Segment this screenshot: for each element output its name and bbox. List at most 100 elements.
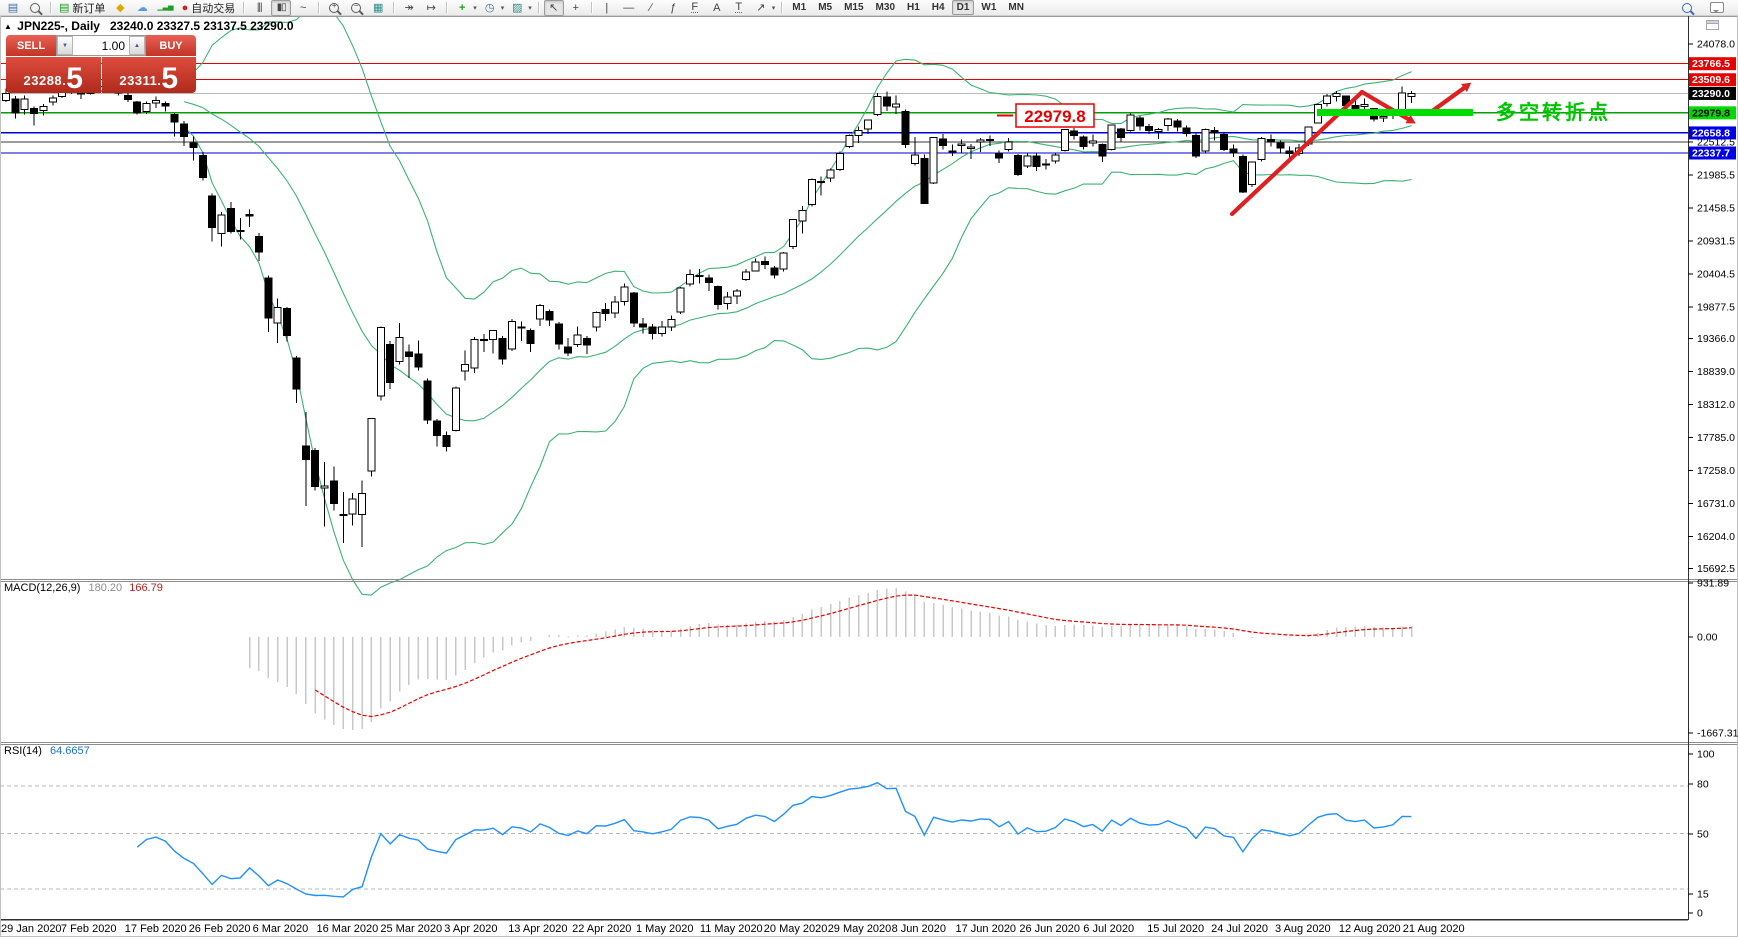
restore-window-icon[interactable]: [1706, 20, 1719, 30]
toolbar: ▤ ▤ 新订单 ◆ ☁ ▁▃▅ ● 自动交易 ||| ▮▯ ~ + − ▦ ↠ ↦ + ▾ ◷ ▾ ▨ ▾ ↖ + | — ∕ ƒ F A…: [0, 0, 1738, 16]
svg-text:29 Jan 2020: 29 Jan 2020: [1, 923, 62, 935]
svg-text:22979.8: 22979.8: [1692, 107, 1730, 119]
tile-windows-icon[interactable]: ▦: [373, 1, 384, 14]
buy-price-int: 23311.: [119, 73, 162, 88]
macd-main-value: 180.20: [88, 582, 123, 594]
cn-annotation-text: 多空转折点: [1496, 100, 1611, 124]
svg-text:18312.0: 18312.0: [1697, 399, 1735, 411]
line-chart-icon[interactable]: ~: [300, 1, 307, 14]
profiles-icon[interactable]: [25, 0, 45, 16]
indicators-dropdown[interactable]: ▾: [473, 4, 477, 12]
templates-dropdown[interactable]: ▾: [528, 4, 532, 12]
zoom-out-icon[interactable]: −: [346, 0, 366, 16]
buy-price-button[interactable]: 23311. 5: [101, 57, 196, 95]
svg-text:25 Mar 2020: 25 Mar 2020: [380, 923, 442, 935]
ohlc-values: 23240.0 23327.5 23137.5 23290.0: [110, 19, 294, 33]
svg-text:22337.7: 22337.7: [1692, 147, 1730, 159]
timeframe-mn[interactable]: MN: [1008, 2, 1024, 13]
vertical-line-icon[interactable]: |: [605, 1, 609, 14]
new-order-button[interactable]: ▤ 新订单: [59, 1, 106, 15]
trendline-icon[interactable]: ∕: [649, 1, 652, 14]
svg-text:21458.5: 21458.5: [1697, 202, 1735, 214]
volume-stepper: ▼ 1.00 ▲: [56, 35, 146, 56]
toolbar-separator: [50, 2, 51, 13]
trend-annotations: 22979.8 多空转折点: [997, 82, 1611, 217]
signals-icon[interactable]: ▁▃▅: [157, 3, 174, 11]
search-icon[interactable]: [1677, 0, 1697, 16]
price-axis[interactable]: 24078.0 22512.5 21985.5 21458.5 20931.5 20404…: [1688, 39, 1738, 920]
auto-scroll-icon[interactable]: ↠: [404, 1, 414, 14]
svg-text:15: 15: [1697, 889, 1709, 901]
fibonacci-icon[interactable]: F: [691, 1, 699, 13]
svg-text:21985.5: 21985.5: [1697, 170, 1735, 182]
timeframe-h4[interactable]: H4: [931, 2, 945, 13]
buy-button[interactable]: BUY: [146, 35, 196, 56]
timeframe-m1[interactable]: M1: [792, 2, 807, 13]
text-label-icon[interactable]: T: [735, 1, 743, 13]
new-chart-icon[interactable]: ▤: [7, 1, 19, 14]
text-icon[interactable]: A: [713, 1, 721, 14]
toolbar-separator: [590, 2, 592, 13]
svg-text:15692.5: 15692.5: [1697, 563, 1735, 575]
svg-text:20 May 2020: 20 May 2020: [764, 923, 828, 935]
sell-price-pip: 5: [66, 62, 83, 95]
toolbar-separator: [318, 2, 320, 13]
price-callout-text: 22979.8: [1024, 107, 1085, 126]
timeframe-w1[interactable]: W1: [981, 2, 997, 13]
equidistant-channel-icon[interactable]: ƒ: [669, 1, 676, 14]
price-callout-box: [1015, 103, 1095, 128]
rsi-value: 64.6657: [49, 745, 90, 757]
svg-text:50: 50: [1697, 829, 1709, 841]
svg-text:12 Aug 2020: 12 Aug 2020: [1339, 923, 1401, 935]
timeframe-d1[interactable]: D1: [951, 0, 975, 15]
chart-title: ▲ JPN225-, Daily 23240.0 23327.5 23137.5…: [4, 19, 294, 33]
autotrading-button[interactable]: ● 自动交易: [181, 1, 236, 15]
date-axis[interactable]: 29 Jan 2020 7 Feb 2020 17 Feb 2020 26 Feb 2…: [1, 923, 1465, 935]
periods-dropdown[interactable]: ▾: [500, 4, 505, 12]
arrows-dropdown[interactable]: ▾: [771, 4, 776, 12]
rsi-name: RSI(14): [4, 745, 42, 757]
svg-text:23766.5: 23766.5: [1692, 58, 1730, 70]
timeframe-h1[interactable]: H1: [907, 2, 920, 13]
chat-icon[interactable]: [1707, 0, 1727, 16]
svg-text:15 Jul 2020: 15 Jul 2020: [1147, 923, 1204, 935]
toolbar-separator: [781, 2, 783, 13]
sell-price-button[interactable]: 23288. 5: [6, 57, 101, 95]
volume-input[interactable]: 1.00: [101, 38, 125, 53]
timeframe-m5[interactable]: M5: [818, 2, 833, 13]
svg-text:16204.0: 16204.0: [1697, 531, 1735, 543]
timeframe-m15[interactable]: M15: [844, 2, 864, 13]
svg-text:8 Jun 2020: 8 Jun 2020: [892, 923, 946, 935]
svg-text:24 Jul 2020: 24 Jul 2020: [1211, 923, 1268, 935]
svg-text:3 Apr 2020: 3 Apr 2020: [444, 923, 497, 935]
horizontal-line-icon[interactable]: —: [623, 1, 635, 14]
candlestick-chart-icon[interactable]: ▮▯: [271, 0, 292, 16]
indicators-icon[interactable]: +: [459, 1, 466, 14]
timeframe-m30[interactable]: M30: [875, 2, 895, 13]
one-click-trading-panel: SELL ▼ 1.00 ▲ BUY 23288. 5 23311. 5: [6, 35, 196, 95]
chart-shift-icon[interactable]: ↦: [426, 1, 436, 14]
svg-text:100: 100: [1697, 749, 1715, 761]
svg-text:29 May 2020: 29 May 2020: [828, 923, 892, 935]
arrows-icon[interactable]: ↗: [756, 1, 766, 14]
sell-button[interactable]: SELL: [6, 35, 56, 56]
buy-price-pip: 5: [161, 62, 179, 95]
crosshair-icon[interactable]: +: [572, 1, 579, 14]
periods-icon[interactable]: ◷: [484, 1, 495, 14]
cursor-icon[interactable]: ↖: [543, 0, 564, 16]
template-icon[interactable]: ▨: [512, 1, 523, 14]
rsi-label: RSI(14) 64.6657: [4, 745, 90, 757]
macd-indicator: [248, 588, 1413, 730]
metaeditor-icon[interactable]: ◆: [116, 1, 125, 14]
mql5-cloud-icon[interactable]: ☁: [136, 1, 148, 14]
svg-text:931.89: 931.89: [1697, 578, 1729, 590]
toolbar-separator: [537, 2, 539, 13]
volume-increase-button[interactable]: ▲: [129, 36, 145, 55]
svg-text:11 May 2020: 11 May 2020: [700, 923, 763, 935]
svg-text:13 Apr 2020: 13 Apr 2020: [508, 923, 567, 935]
bar-chart-icon[interactable]: |||: [256, 1, 263, 13]
zoom-in-icon[interactable]: +: [324, 0, 344, 16]
macd-signal-value: 166.79: [129, 582, 163, 594]
volume-decrease-button[interactable]: ▼: [57, 36, 73, 55]
